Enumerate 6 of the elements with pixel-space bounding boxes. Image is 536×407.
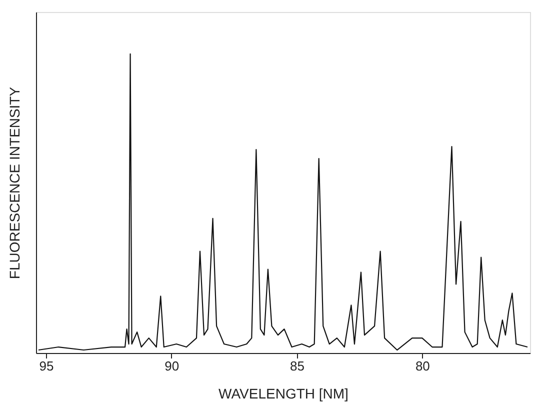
x-tick-label: 85: [290, 358, 305, 374]
y-axis-title: FLUORESCENCE INTENSITY: [6, 86, 22, 280]
x-tick-label: 80: [415, 358, 430, 374]
x-axis-title: WAVELENGTH [NM]: [218, 386, 348, 402]
x-tick-label: 95: [39, 358, 54, 374]
x-tick-label: 90: [164, 358, 180, 374]
